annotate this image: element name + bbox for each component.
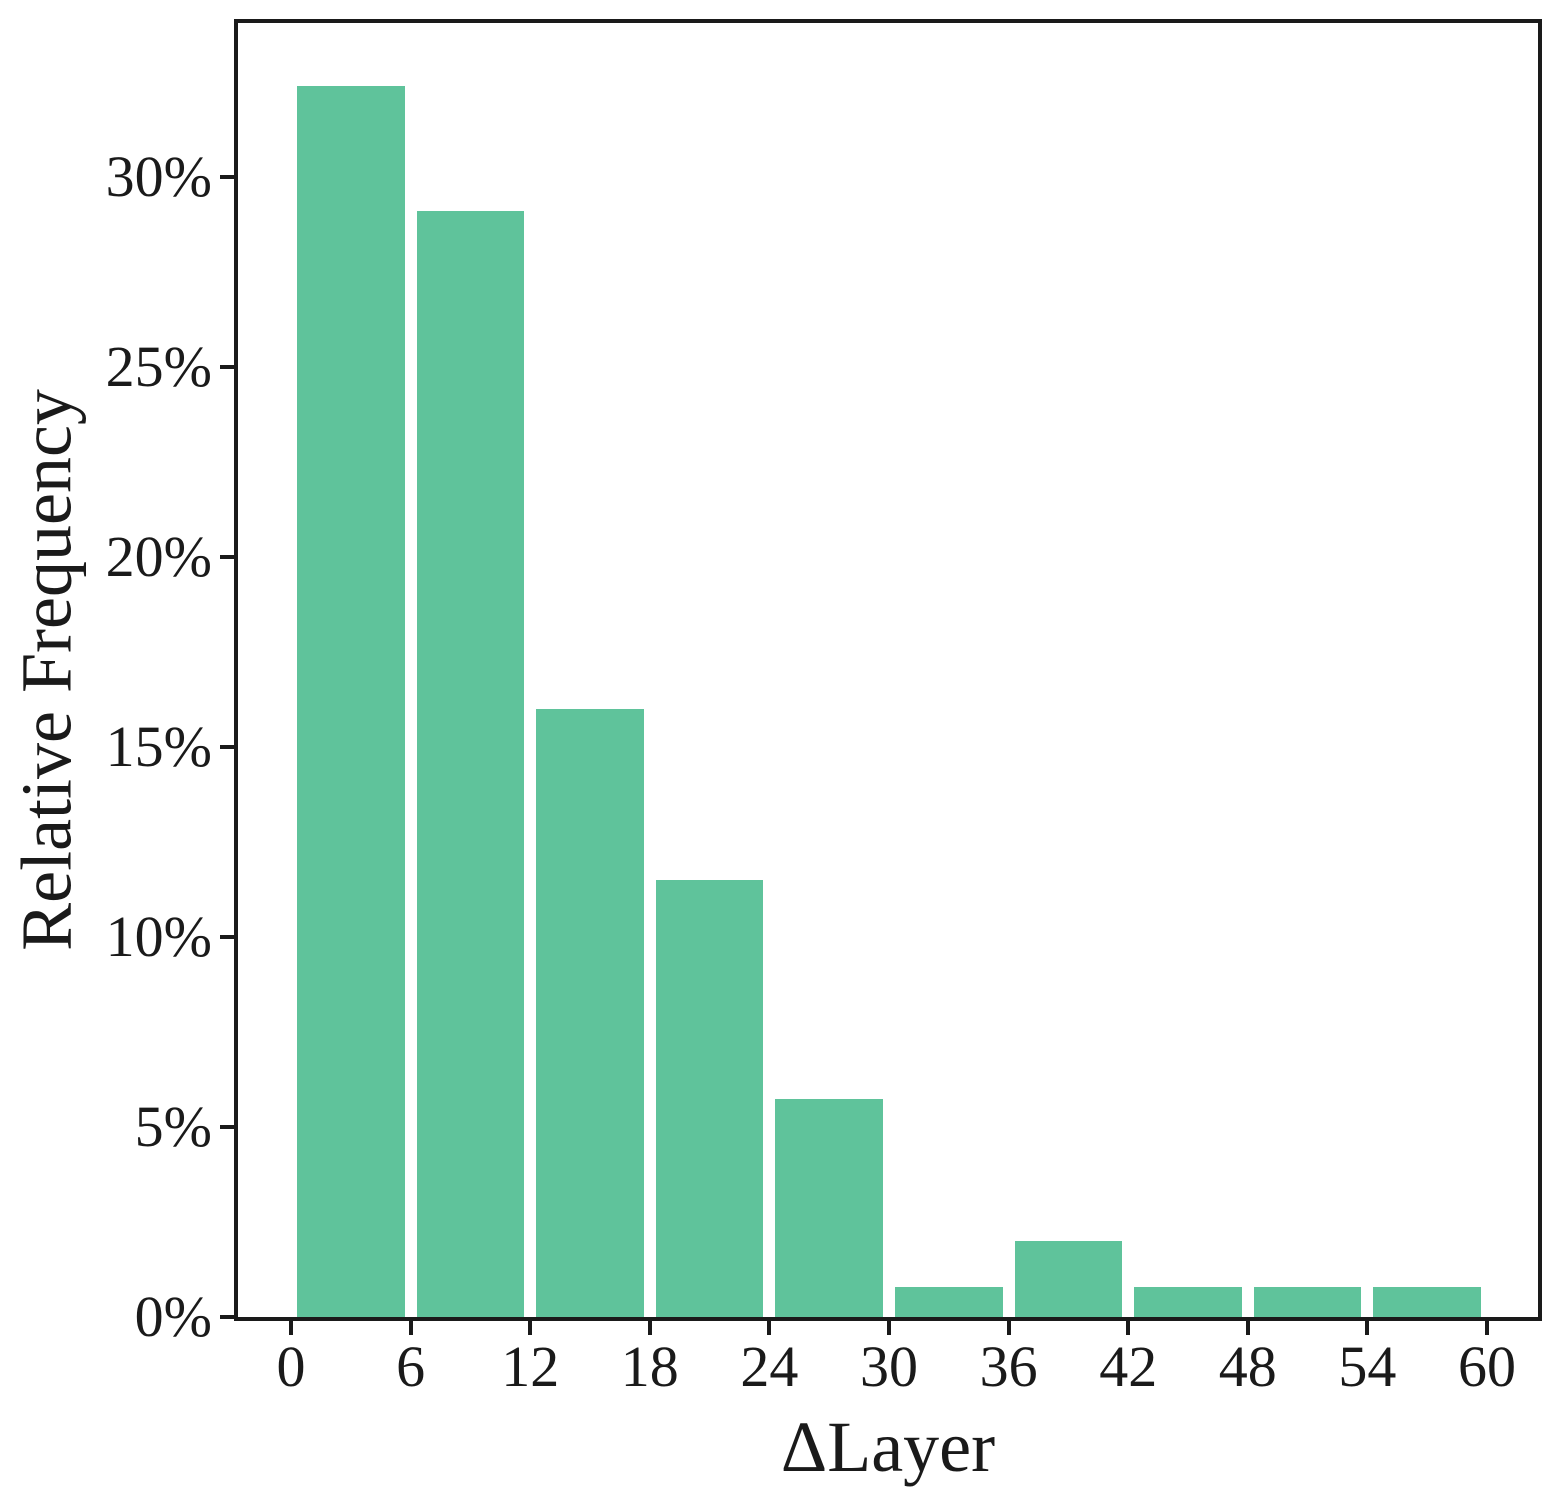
y-tick-label: 10% [105, 904, 212, 969]
x-tick-mark [528, 1321, 533, 1335]
y-tick-mark [220, 1315, 234, 1319]
x-tick-mark [408, 1321, 413, 1335]
x-tick-mark [1245, 1321, 1250, 1335]
x-tick-mark [1485, 1321, 1489, 1335]
y-tick-label: 20% [105, 523, 212, 589]
histogram-bar [775, 1098, 883, 1317]
x-tick-label: 42 [1099, 1334, 1158, 1399]
histogram-bar [1373, 1286, 1481, 1317]
histogram-bar [1134, 1286, 1242, 1317]
x-tick-mark [887, 1321, 891, 1335]
y-tick-mark [220, 1125, 234, 1129]
y-tick-label: 25% [105, 333, 212, 399]
x-tick-label: 24 [740, 1334, 799, 1399]
histogram-bar [1014, 1241, 1123, 1317]
histogram-bar [1253, 1286, 1362, 1317]
histogram-bar [416, 211, 525, 1317]
y-tick-label: 0% [134, 1284, 212, 1349]
y-tick-mark [220, 174, 234, 179]
x-tick-label: 18 [620, 1334, 679, 1399]
x-tick-mark [289, 1321, 293, 1335]
plot-area [234, 19, 1542, 1321]
x-tick-mark [1006, 1321, 1011, 1335]
x-axis-title: ΔLayer [780, 1407, 996, 1487]
x-tick-label: 12 [501, 1334, 560, 1399]
histogram-bar [895, 1286, 1003, 1317]
x-tick-mark [1365, 1321, 1370, 1335]
x-tick-mark [647, 1321, 652, 1335]
x-tick-mark [767, 1321, 772, 1335]
x-tick-label: 0 [276, 1334, 306, 1399]
y-tick-label: 30% [105, 143, 212, 209]
y-tick-mark [220, 745, 234, 749]
x-tick-label: 6 [396, 1334, 426, 1399]
y-tick-mark [220, 554, 234, 559]
histogram-bar [536, 709, 644, 1317]
x-tick-label: 54 [1338, 1334, 1397, 1399]
x-tick-label: 48 [1218, 1334, 1277, 1399]
x-tick-label: 36 [979, 1334, 1038, 1399]
y-tick-label: 15% [105, 714, 212, 779]
y-tick-mark [220, 935, 234, 939]
y-axis-title: Relative Frequency [6, 389, 87, 951]
x-tick-mark [1126, 1321, 1131, 1335]
x-tick-label: 60 [1458, 1334, 1516, 1399]
y-tick-mark [220, 364, 234, 369]
histogram-bar [655, 880, 764, 1317]
x-tick-label: 30 [860, 1334, 918, 1399]
y-tick-label: 5% [134, 1094, 212, 1159]
histogram-bar [297, 85, 405, 1317]
